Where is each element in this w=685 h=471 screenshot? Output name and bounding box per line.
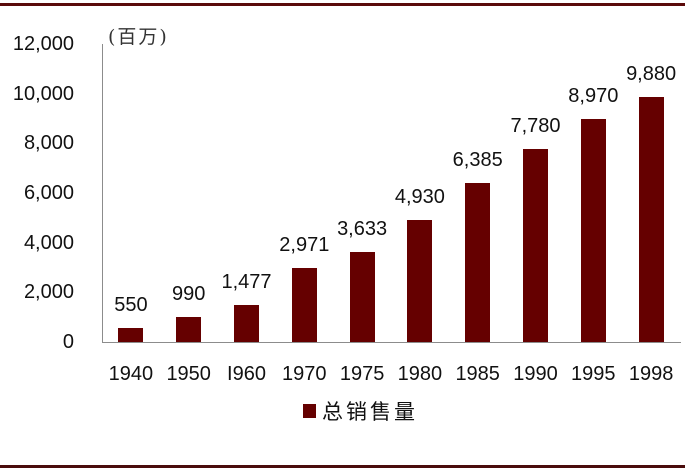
x-tick-label: 1940	[108, 363, 154, 385]
data-label: 2,971	[279, 234, 330, 257]
x-axis-line	[102, 342, 681, 343]
x-tick-label: 1990	[513, 363, 558, 385]
bar	[580, 119, 606, 342]
bar	[118, 328, 144, 342]
data-label: 1,477	[221, 271, 272, 294]
bar	[407, 219, 433, 342]
bar	[523, 148, 548, 342]
x-tick-label: 1980	[397, 363, 443, 385]
y-tick-label: 12,000	[12, 33, 74, 55]
x-tick-label: 1950	[166, 363, 211, 385]
bar	[349, 251, 375, 342]
data-label: 3,633	[337, 217, 388, 240]
bottom-rule	[0, 465, 685, 468]
bar	[176, 317, 202, 342]
x-tick-label: 1970	[282, 363, 327, 385]
x-tick-label: 1975	[339, 363, 385, 385]
y-tick-label: 6,000	[23, 182, 74, 204]
bar	[638, 96, 664, 342]
top-rule	[0, 3, 685, 6]
x-tick-label: 1985	[455, 363, 500, 385]
data-label: 9,880	[626, 62, 677, 85]
data-label: 550	[114, 294, 148, 317]
y-tick-label: 8,000	[23, 132, 74, 155]
x-tick-label: 1995	[571, 363, 616, 385]
legend-swatch-icon	[303, 404, 316, 418]
bar	[234, 305, 259, 342]
y-tick-label: 0	[62, 331, 74, 353]
bar	[465, 183, 491, 342]
y-tick-label: 4,000	[23, 231, 74, 254]
y-tick-label: 2,000	[23, 281, 74, 304]
data-label: 8,970	[568, 85, 619, 108]
legend-label: 总销售量	[322, 400, 418, 424]
data-label: 6,385	[452, 149, 503, 172]
data-label: 990	[172, 283, 206, 306]
bar	[291, 268, 317, 342]
y-axis-line	[102, 44, 103, 342]
data-label: 4,930	[394, 185, 445, 208]
unit-label: (百万)	[108, 26, 169, 48]
x-tick-label: 1998	[628, 363, 674, 385]
legend: 总销售量	[303, 400, 418, 424]
x-tick-label: I960	[227, 363, 266, 385]
y-tick-label: 10,000	[12, 82, 74, 105]
data-label: 7,780	[510, 114, 561, 137]
